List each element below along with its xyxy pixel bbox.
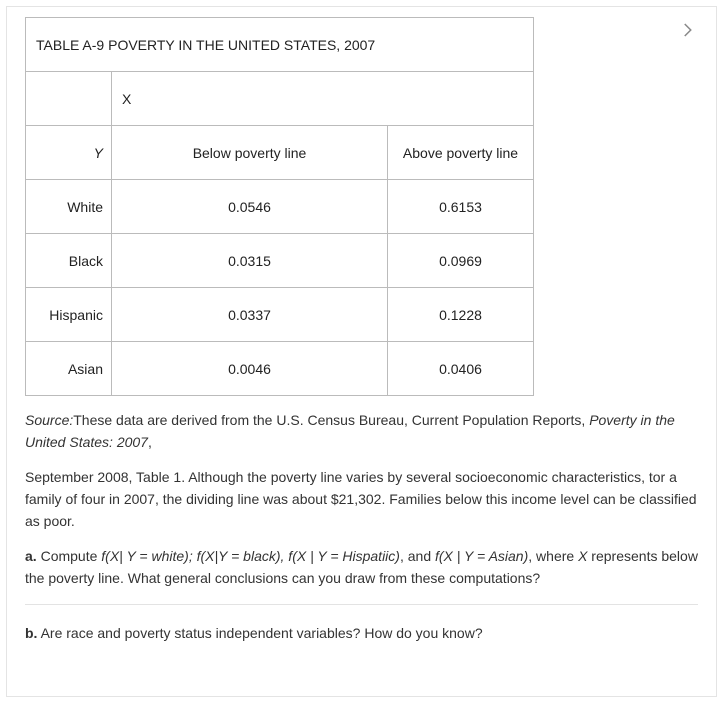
table-row: Asian 0.0046 0.0406 <box>26 342 534 396</box>
x-label: X <box>112 72 388 126</box>
qb-text: Are race and poverty status independent … <box>37 625 482 641</box>
empty-cell <box>26 72 112 126</box>
row-below: 0.0337 <box>112 288 388 342</box>
row-label: Black <box>26 234 112 288</box>
row-label: Hispanic <box>26 288 112 342</box>
row-below: 0.0315 <box>112 234 388 288</box>
row-above: 0.0969 <box>388 234 534 288</box>
separator <box>25 604 698 605</box>
qb-label: b. <box>25 625 37 641</box>
table-row: Black 0.0315 0.0969 <box>26 234 534 288</box>
chevron-right-icon <box>678 21 696 39</box>
source-trail: , <box>148 434 152 450</box>
row-label: White <box>26 180 112 234</box>
empty-cell-right <box>388 72 534 126</box>
table-row: Hispanic 0.0337 0.1228 <box>26 288 534 342</box>
source-paragraph: Source:These data are derived from the U… <box>25 410 698 453</box>
row-label: Asian <box>26 342 112 396</box>
row-above: 0.1228 <box>388 288 534 342</box>
row-below: 0.0046 <box>112 342 388 396</box>
question-a: a. Compute f(X| Y = white); f(X|Y = blac… <box>25 546 698 589</box>
y-label: Y <box>26 126 112 180</box>
next-page-button[interactable] <box>678 21 696 42</box>
col-below-header: Below poverty line <box>112 126 388 180</box>
col-above-header: Above poverty line <box>388 126 534 180</box>
question-b: b. Are race and poverty status independe… <box>25 623 698 645</box>
header-row: Y Below poverty line Above poverty line <box>26 126 534 180</box>
qa-post1: , where <box>528 548 578 564</box>
page-container: TABLE A-9 POVERTY IN THE UNITED STATES, … <box>6 6 717 697</box>
source-text: These data are derived from the U.S. Cen… <box>73 412 589 428</box>
table-title: TABLE A-9 POVERTY IN THE UNITED STATES, … <box>26 18 534 72</box>
qa-f1: f(X| Y = white); f(X|Y = black), f(X | Y… <box>101 548 400 564</box>
qa-pre: Compute <box>37 548 102 564</box>
qa-mid: , and <box>400 548 435 564</box>
source-label: Source: <box>25 412 73 428</box>
title-row: TABLE A-9 POVERTY IN THE UNITED STATES, … <box>26 18 534 72</box>
row-above: 0.0406 <box>388 342 534 396</box>
row-above: 0.6153 <box>388 180 534 234</box>
qa-f2: f(X | Y = Asian) <box>435 548 528 564</box>
context-paragraph: September 2008, Table 1. Although the po… <box>25 467 698 532</box>
row-below: 0.0546 <box>112 180 388 234</box>
qa-label: a. <box>25 548 37 564</box>
poverty-table: TABLE A-9 POVERTY IN THE UNITED STATES, … <box>25 17 534 396</box>
table-row: White 0.0546 0.6153 <box>26 180 534 234</box>
x-label-row: X <box>26 72 534 126</box>
